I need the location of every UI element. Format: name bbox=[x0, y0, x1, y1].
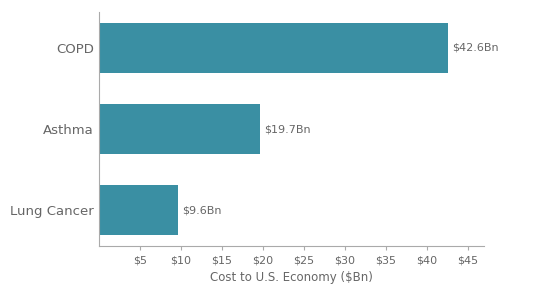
Text: $42.6Bn: $42.6Bn bbox=[452, 43, 499, 53]
Bar bbox=[99, 104, 260, 154]
Text: $19.7Bn: $19.7Bn bbox=[265, 124, 311, 134]
X-axis label: Cost to U.S. Economy ($Bn): Cost to U.S. Economy ($Bn) bbox=[210, 271, 373, 284]
Text: $9.6Bn: $9.6Bn bbox=[182, 205, 221, 215]
Bar bbox=[99, 185, 178, 236]
Bar bbox=[99, 22, 448, 73]
